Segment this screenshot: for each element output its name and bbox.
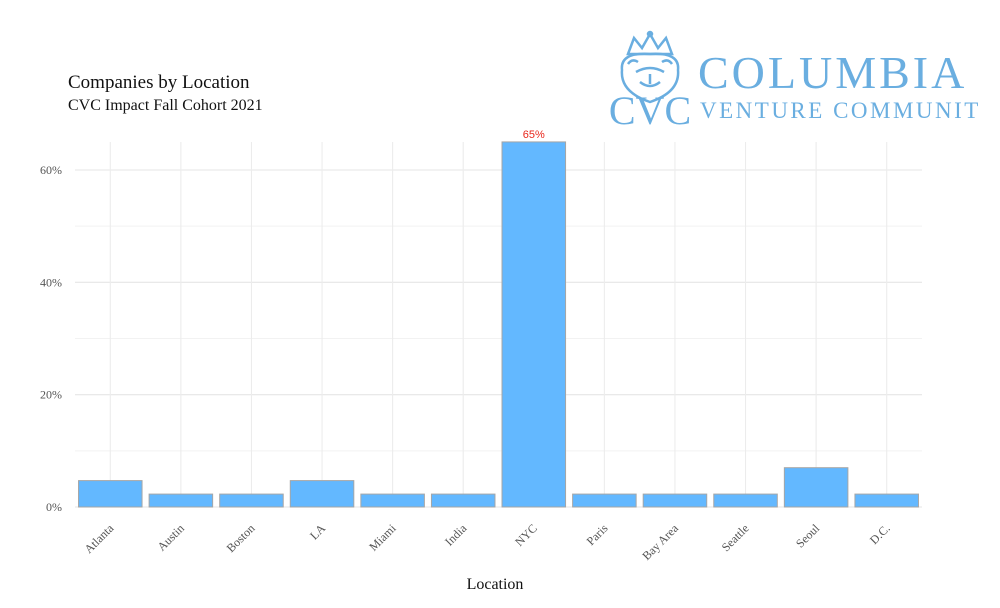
columbia-venture-community-logo: CVC COLUMBIA VENTURE COMMUNITY — [609, 30, 980, 130]
logo-line-1: COLUMBIA — [698, 47, 967, 98]
bar-bay-area — [642, 493, 708, 508]
x-tick-label: Bay Area — [639, 521, 681, 563]
x-tick-label: India — [442, 521, 470, 549]
y-axis-ticks: 0% 20% 40% 60% — [40, 163, 62, 514]
x-tick-label: Boston — [224, 521, 258, 555]
x-tick-label: LA — [307, 521, 328, 542]
x-tick-label: Atlanta — [82, 521, 117, 556]
bars — [78, 141, 919, 508]
x-tick-label: D.C. — [867, 521, 893, 547]
x-tick-label: Seattle — [719, 521, 752, 554]
bar-seoul — [783, 467, 849, 508]
bar-india — [430, 493, 496, 508]
y-tick-label: 40% — [40, 275, 62, 289]
y-tick-label: 60% — [40, 163, 62, 177]
x-tick-label: Paris — [584, 521, 611, 548]
bar-la — [289, 480, 355, 508]
y-tick-label: 0% — [46, 500, 62, 514]
bar-atlanta — [78, 480, 143, 508]
x-tick-label: NYC — [512, 521, 540, 549]
data-label: 65% — [523, 129, 545, 141]
x-tick-label: Seoul — [793, 521, 823, 551]
gridlines — [75, 142, 922, 508]
logo-line-2: VENTURE COMMUNITY — [700, 98, 980, 123]
y-tick-label: 20% — [40, 388, 62, 402]
bar-seattle — [713, 493, 778, 508]
bar-boston — [219, 493, 284, 508]
chart-title: Companies by Location — [68, 72, 250, 93]
data-labels: 65% — [523, 129, 545, 141]
x-tick-label: Miami — [366, 521, 399, 554]
bar-nyc — [501, 141, 567, 508]
bar-austin — [148, 493, 214, 508]
bar-miami — [360, 493, 425, 508]
x-axis-label: Location — [467, 576, 524, 593]
x-tick-label: Austin — [154, 521, 187, 554]
bar-d-c- — [854, 493, 919, 508]
bar-paris — [572, 493, 637, 508]
lion-icon — [620, 52, 680, 104]
x-axis-ticks: Atlanta Austin Boston LA Miami India NYC Paris B… — [82, 521, 893, 563]
chart-subtitle: CVC Impact Fall Cohort 2021 — [68, 97, 263, 114]
crown-icon — [626, 30, 674, 56]
logo-monogram: CVC — [609, 88, 691, 130]
